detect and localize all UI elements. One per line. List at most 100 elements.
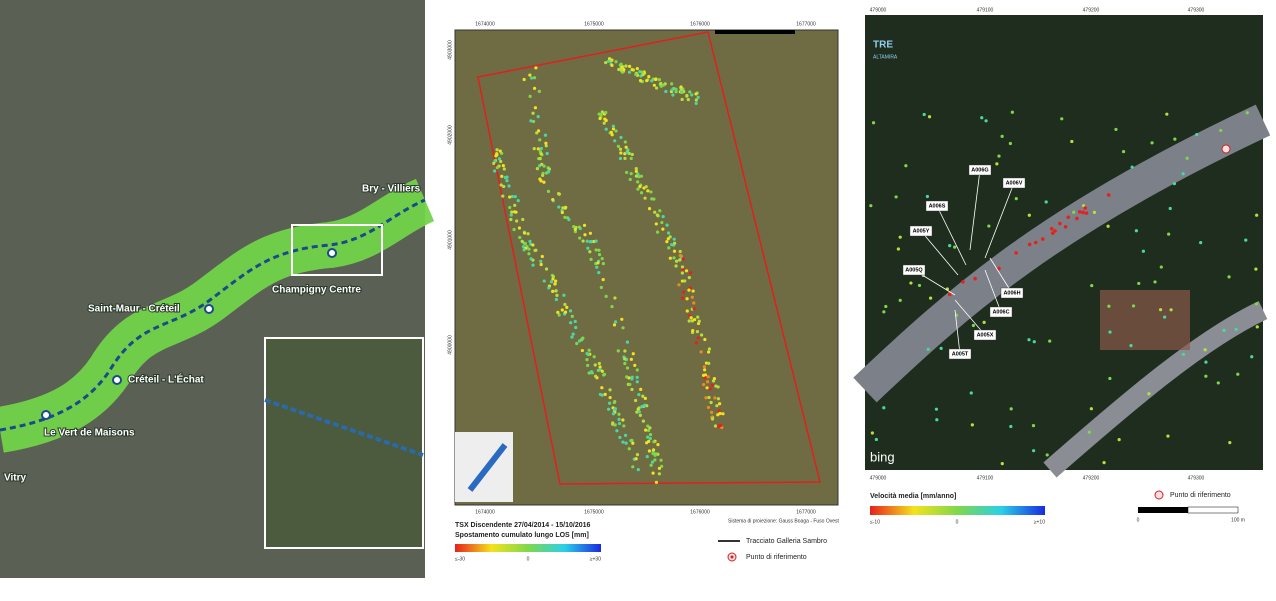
highlight-box (291, 224, 383, 276)
ps-point (1153, 280, 1157, 284)
ps-point (639, 191, 644, 195)
ps-point (704, 396, 708, 400)
ps-point (1168, 206, 1172, 211)
ps-point (687, 275, 691, 280)
ps-point (613, 139, 617, 143)
ps-point (589, 257, 593, 261)
ps-point (593, 363, 597, 367)
tag-box (973, 329, 997, 341)
tag-box (1000, 287, 1024, 299)
ps-point (690, 93, 694, 97)
ps-point (686, 98, 690, 102)
ps-point (1204, 360, 1208, 364)
ps-point (1203, 348, 1207, 352)
ps-point (631, 441, 635, 445)
y-tick-label: 4903000 (447, 40, 453, 60)
ps-point (609, 59, 613, 63)
x-tick-label: 1677000 (796, 509, 816, 515)
ps-point (608, 401, 612, 405)
ps-point (639, 174, 644, 178)
ps-point (607, 407, 611, 411)
ps-point (623, 357, 627, 361)
tag-label: A005X (977, 332, 994, 338)
ps-point (611, 412, 616, 416)
ps-point (719, 423, 723, 427)
ps-point (664, 89, 668, 94)
ps-point (652, 440, 656, 444)
ps-point (544, 144, 548, 148)
ps-point (644, 428, 648, 432)
tag-leader (936, 205, 967, 266)
ps-point (539, 146, 543, 151)
ps-point (554, 289, 558, 293)
ps-point (697, 319, 701, 323)
ps-point (535, 131, 539, 135)
ps-point (492, 161, 496, 165)
ps-point (536, 115, 540, 119)
ps-point (674, 264, 678, 268)
tag-box (925, 200, 949, 212)
ps-point (616, 144, 621, 148)
ps-point (578, 236, 582, 240)
ps-point (925, 194, 930, 199)
ps-point (1008, 141, 1012, 146)
ps-point (1084, 211, 1089, 215)
ps-point (917, 283, 922, 288)
ps-point (631, 352, 635, 356)
ps-point (610, 304, 614, 309)
x-tick-label: 479000 (870, 7, 887, 13)
ps-point (661, 227, 665, 231)
ps-point (939, 346, 943, 350)
ps-point (869, 204, 873, 208)
ps-point (542, 279, 546, 283)
ps-point (1000, 462, 1004, 466)
x-tick-label: 479100 (977, 475, 994, 481)
ps-point (611, 421, 615, 425)
ps-point (683, 279, 687, 283)
ps-point (597, 361, 601, 366)
ps-point (671, 93, 675, 97)
ps-point (1072, 210, 1076, 214)
ps-point (896, 247, 900, 251)
ps-point (1090, 283, 1094, 288)
ps-point (569, 321, 573, 325)
ps-point (1166, 434, 1170, 438)
ps-point (681, 257, 685, 261)
ps-point (652, 83, 656, 87)
ps-point (1159, 265, 1163, 269)
ps-point (560, 210, 564, 215)
ps-point (627, 70, 632, 74)
y-tick-label: 4902000 (447, 125, 453, 145)
ps-point (691, 289, 695, 293)
ps-point (585, 239, 589, 243)
ps-point (556, 310, 560, 314)
ps-point (602, 121, 606, 125)
ps-point (707, 395, 711, 400)
ps-point (512, 227, 516, 232)
ps-point (1254, 302, 1259, 306)
ps-point (495, 148, 499, 152)
ps-point (599, 285, 603, 290)
ps-point (654, 77, 658, 81)
ps-point (668, 235, 672, 239)
ps-point (1107, 304, 1111, 308)
x-tick-label: 1674000 (475, 509, 495, 515)
ps-point (609, 130, 613, 134)
ps-point (690, 295, 694, 299)
ps-point (521, 217, 525, 222)
ps-point (572, 224, 576, 229)
ps-point (624, 170, 629, 175)
ps-point (613, 320, 618, 324)
tag-leader (954, 299, 986, 336)
ps-point (1172, 182, 1177, 186)
ps-point (1185, 156, 1189, 160)
ps-point (1070, 139, 1074, 144)
ps-point (634, 457, 638, 461)
ps-point (716, 397, 720, 401)
ps-point (555, 293, 559, 297)
ps-point (532, 76, 537, 80)
ps-point (1181, 352, 1185, 356)
ps-point (674, 90, 678, 94)
ps-point (621, 326, 625, 330)
ps-point (982, 320, 986, 324)
